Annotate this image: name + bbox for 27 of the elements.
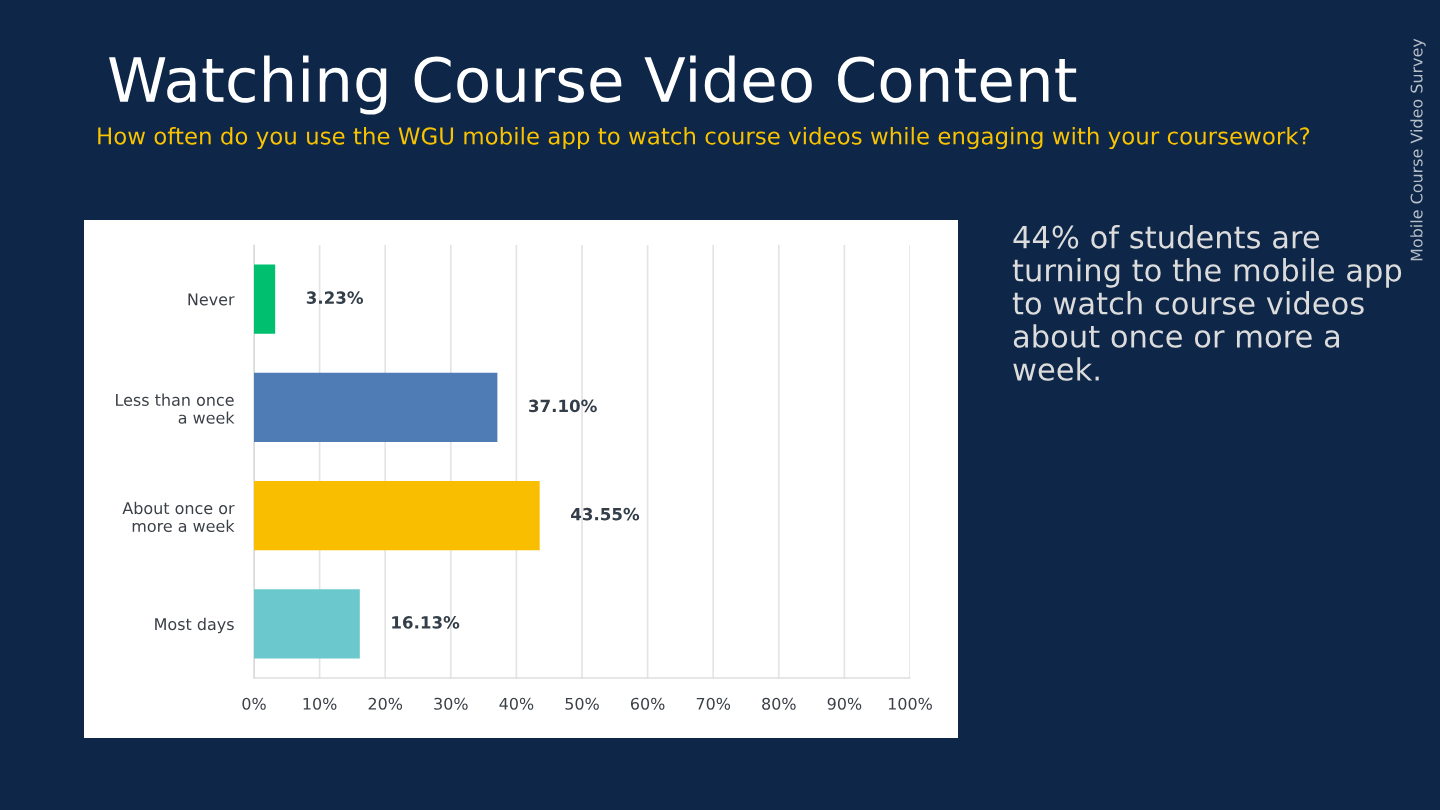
- data-label: 3.23%: [306, 291, 364, 304]
- text: Mobile Course Video Survey: [1410, 38, 1426, 261]
- x-tick-label: 50%: [565, 697, 599, 710]
- chart-title: Watching Course Video Content: [109, 55, 1077, 115]
- x-tick-label: 40%: [499, 697, 534, 710]
- bar: [254, 264, 276, 334]
- x-tick-label: 0%: [242, 697, 266, 710]
- y-tick-label: About once or more a week: [122, 501, 235, 533]
- chart-subtitle: How often do you use the WGU mobile app to watch course videos while engaging with your coursework?: [98, 126, 1310, 150]
- x-tick-label: 100%: [888, 697, 932, 710]
- x-tick-label: 20%: [368, 697, 403, 710]
- x-tick-label: 60%: [630, 697, 665, 710]
- x-tick-label: 70%: [696, 697, 731, 710]
- y-tick-label: Less than once a week: [116, 393, 235, 424]
- x-tick-label: 10%: [303, 697, 337, 710]
- data-label: 37.10%: [529, 399, 597, 413]
- text: 44% of students are turning to the mobile app to watch course videos about once or more a week.: [1012, 225, 1402, 381]
- bar: [254, 372, 498, 443]
- y-tick-label: Most days: [155, 617, 234, 634]
- x-tick-label: 90%: [827, 697, 862, 710]
- x-tick-label: 30%: [434, 697, 468, 710]
- data-label: 16.13%: [392, 616, 460, 629]
- bar: [254, 589, 360, 659]
- data-label: 43.55%: [570, 507, 640, 521]
- y-tick-label: Never: [188, 293, 235, 306]
- bar: [254, 480, 540, 551]
- x-tick-label: 80%: [762, 697, 796, 710]
